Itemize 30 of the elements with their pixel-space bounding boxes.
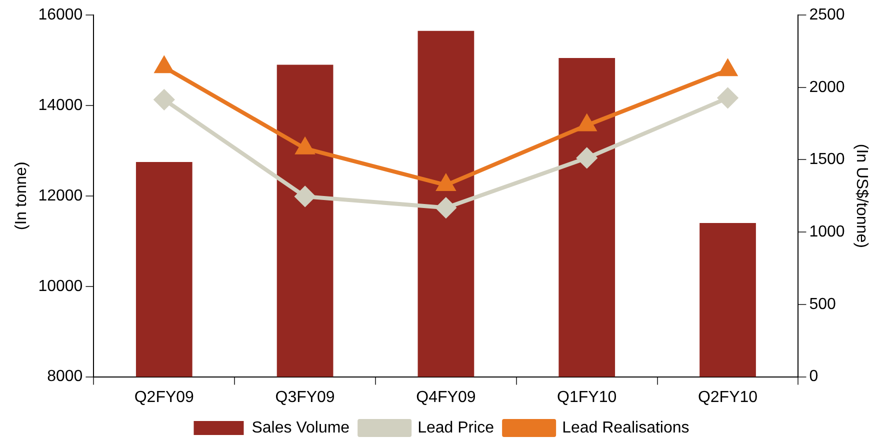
x-tick-label: Q3FY09 [275,388,335,406]
point [155,57,174,74]
point [436,198,456,218]
y-tick-label: 16000 [38,6,83,24]
y2-tick-label: 2500 [809,6,845,24]
y-tick-label: 10000 [38,278,83,295]
point [578,115,596,132]
y2-tick-label: 1500 [809,151,845,168]
y-tick-label: 8000 [47,368,83,386]
x-tick-label: Q1FY10 [557,388,617,406]
legend-label: Lead Price [418,419,494,436]
legend-label: Sales Volume [252,419,350,436]
x-tick-label: Q2FY10 [698,388,758,406]
y2-tick-label: 1000 [809,223,845,240]
point [718,60,737,76]
x-tick-label: Q4FY09 [416,388,476,406]
y2-axis-title: (In US$/tonne) [852,144,870,248]
y2-tick-label: 500 [809,296,836,313]
point [718,88,738,108]
point [437,175,455,192]
point [576,148,597,168]
legend-label: Lead Realisations [562,419,690,436]
x-tick-label: Q2FY09 [134,388,194,406]
y2-tick-label: 2000 [809,78,845,96]
y-tick-label: 12000 [38,187,83,204]
y2-tick-label: 0 [809,368,818,386]
y-tick-label: 14000 [38,96,83,114]
point [296,138,314,154]
point [295,186,316,206]
y-axis-title: (In tonne) [13,162,30,230]
